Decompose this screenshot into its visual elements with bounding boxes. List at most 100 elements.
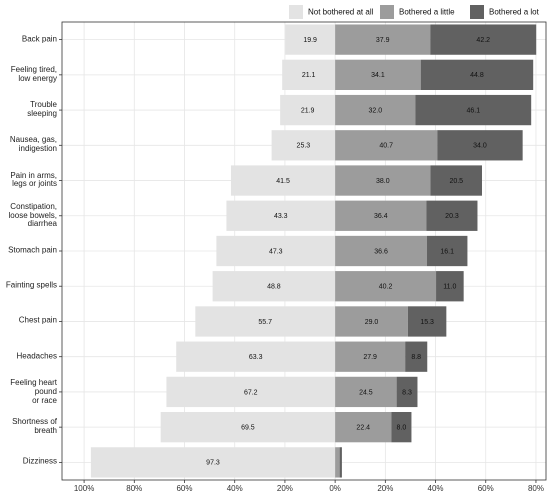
bar-segment bbox=[426, 200, 478, 231]
data-label: 20.5 bbox=[449, 178, 463, 185]
data-label: 44.8 bbox=[470, 72, 484, 79]
category-label: Constipation, loose bowels, diarrhea bbox=[8, 201, 57, 229]
bar-segment bbox=[339, 447, 342, 478]
data-label: 42.2 bbox=[476, 37, 490, 44]
x-tick-label: 20% bbox=[277, 484, 293, 493]
bar-segment bbox=[405, 341, 428, 372]
bar-segment bbox=[280, 94, 336, 126]
data-label: 22.4 bbox=[356, 424, 370, 431]
category-label: Fainting spells bbox=[5, 280, 57, 290]
data-label: 41.5 bbox=[276, 178, 290, 185]
data-label: 47.3 bbox=[269, 248, 283, 255]
bar-segment bbox=[226, 200, 336, 231]
bar-segment bbox=[195, 306, 336, 337]
bar-segment bbox=[335, 306, 408, 337]
data-label: 37.9 bbox=[376, 37, 390, 44]
data-label: 25.3 bbox=[297, 143, 311, 150]
legend-swatch bbox=[380, 5, 394, 19]
legend-swatch bbox=[470, 5, 484, 19]
bar-segment bbox=[216, 235, 336, 267]
data-label: 97.3 bbox=[206, 460, 220, 467]
data-label: 43.3 bbox=[274, 213, 288, 220]
x-tick-label: 80% bbox=[126, 484, 142, 493]
bar-segment bbox=[285, 24, 336, 55]
data-label: 34.0 bbox=[473, 143, 487, 150]
data-label: 24.5 bbox=[359, 389, 373, 396]
bar-segment bbox=[407, 306, 447, 337]
bar-segment bbox=[90, 447, 336, 478]
bar-segment bbox=[335, 59, 421, 90]
data-label: 16.1 bbox=[440, 248, 454, 255]
bar-segment bbox=[335, 412, 392, 443]
data-label: 38.0 bbox=[376, 178, 390, 185]
data-label: 36.6 bbox=[374, 248, 388, 255]
legend-label: Not bothered at all bbox=[308, 8, 374, 17]
data-label: 8.0 bbox=[397, 424, 407, 431]
data-label: 11.0 bbox=[443, 284, 456, 291]
bar-segment bbox=[430, 24, 537, 55]
legend-swatch bbox=[289, 5, 303, 19]
bar-segment bbox=[437, 130, 523, 161]
bar-segment bbox=[230, 165, 336, 196]
bar-segment bbox=[335, 341, 406, 372]
data-label: 21.9 bbox=[301, 107, 315, 114]
category-label: Shortness of breath bbox=[12, 417, 57, 436]
data-label: 19.9 bbox=[303, 37, 317, 44]
bar-segment bbox=[335, 200, 427, 231]
data-label: 63.3 bbox=[249, 354, 263, 361]
x-tick-label: 40% bbox=[428, 484, 444, 493]
bar-segment bbox=[335, 235, 428, 267]
bar-segment bbox=[212, 271, 336, 302]
bar-segment bbox=[415, 94, 532, 126]
bar-segment bbox=[282, 59, 336, 90]
bar-segment bbox=[166, 376, 336, 408]
category-label: Feeling tired, low energy bbox=[10, 65, 57, 83]
x-tick-label: 20% bbox=[377, 484, 393, 493]
category-label: Dizziness bbox=[22, 456, 57, 466]
category-label: Nausea, gas, indigestion bbox=[9, 135, 57, 154]
bar-segment bbox=[391, 412, 412, 443]
data-label: 20.3 bbox=[445, 213, 459, 220]
bar-segment bbox=[335, 271, 437, 302]
data-label: 48.8 bbox=[267, 284, 281, 291]
category-label: Trouble sleeping bbox=[27, 100, 57, 119]
data-label: 40.2 bbox=[379, 284, 393, 291]
data-label: 46.1 bbox=[467, 107, 481, 114]
bar-segment bbox=[427, 235, 468, 267]
data-label: 8.8 bbox=[411, 354, 421, 361]
category-label: Feeling heart pound or race bbox=[10, 377, 57, 405]
category-label: Pain in arms, legs or joints bbox=[10, 170, 57, 189]
legend-label: Bothered a little bbox=[399, 8, 455, 17]
bar-segment bbox=[335, 24, 431, 55]
category-label: Stomach pain bbox=[8, 245, 57, 255]
x-tick-label: 60% bbox=[176, 484, 192, 493]
data-label: 21.1 bbox=[302, 72, 316, 79]
bar-segment bbox=[176, 341, 336, 372]
x-tick-label: 80% bbox=[528, 484, 544, 493]
bar-segment bbox=[335, 447, 340, 478]
bar-segment bbox=[271, 130, 336, 161]
bar-segment bbox=[436, 271, 464, 302]
data-label: 40.7 bbox=[379, 143, 393, 150]
data-label: 34.1 bbox=[371, 72, 385, 79]
data-label: 69.5 bbox=[241, 424, 255, 431]
legend-label: Bothered a lot bbox=[489, 8, 540, 17]
bar-segment bbox=[430, 165, 482, 196]
data-label: 55.7 bbox=[258, 319, 272, 326]
bar-segment bbox=[335, 376, 397, 408]
data-label: 67.2 bbox=[244, 389, 258, 396]
x-tick-label: 0% bbox=[329, 484, 341, 493]
bar-segment bbox=[396, 376, 418, 408]
data-label: 15.3 bbox=[420, 319, 434, 326]
category-label: Back pain bbox=[21, 34, 57, 44]
bar-segment bbox=[420, 59, 534, 90]
bar-segment bbox=[335, 94, 416, 126]
x-tick-label: 100% bbox=[74, 484, 94, 493]
data-label: 8.3 bbox=[402, 389, 412, 396]
data-label: 36.4 bbox=[374, 213, 388, 220]
bar-segment bbox=[335, 130, 438, 161]
x-tick-label: 60% bbox=[478, 484, 494, 493]
category-label: Chest pain bbox=[18, 316, 57, 326]
